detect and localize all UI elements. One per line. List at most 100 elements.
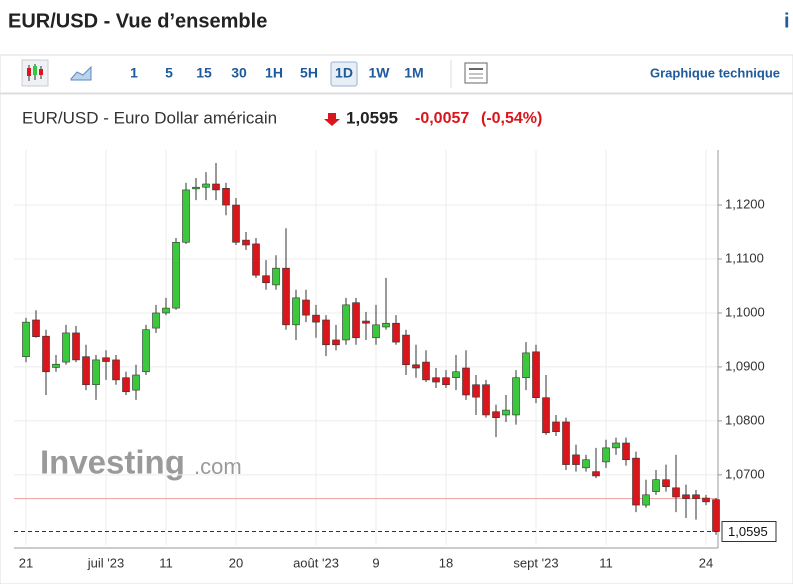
interval-button[interactable]: 1D	[335, 65, 353, 81]
candle-body	[392, 322, 400, 343]
candle-body	[362, 320, 370, 324]
candle-body	[332, 339, 340, 346]
candle-body	[492, 411, 500, 418]
candle-body	[232, 204, 240, 243]
down-arrow	[324, 113, 340, 126]
instrument-name: EUR/USD - Euro Dollar américain	[22, 108, 277, 127]
candle-body	[512, 377, 520, 416]
price-change-pct: (-0,54%)	[481, 110, 542, 127]
candle-body	[662, 479, 670, 488]
candle-body	[632, 457, 640, 506]
x-tick-label: sept '23	[513, 555, 558, 570]
candle-body	[482, 384, 490, 416]
candle-body	[472, 384, 480, 398]
candle-body	[102, 357, 110, 362]
x-tick-label: 24	[699, 555, 713, 570]
candle-body	[42, 335, 50, 373]
x-tick-label: 18	[439, 555, 453, 570]
interval-button[interactable]: 15	[196, 65, 212, 81]
candle-body	[192, 186, 200, 190]
candle-body	[522, 352, 530, 379]
candle-body	[592, 471, 600, 477]
candle-body	[92, 359, 100, 386]
icon-body	[27, 68, 31, 76]
candle-body	[312, 314, 320, 323]
candle-body	[452, 371, 460, 379]
candle-body	[702, 497, 710, 503]
icon-frame	[464, 62, 488, 84]
y-tick-label: 1,1000	[725, 304, 765, 319]
x-tick-label: 9	[372, 555, 379, 570]
y-tick-label: 1,0800	[725, 412, 765, 427]
candle-body	[672, 487, 680, 498]
candle-body	[542, 397, 550, 434]
candle-body	[532, 351, 540, 398]
candle-body	[322, 319, 330, 346]
candle-body	[432, 377, 440, 383]
candle-body	[622, 442, 630, 461]
interval-button[interactable]: 1H	[265, 65, 283, 81]
candle-body	[412, 364, 420, 369]
candle-body	[552, 421, 560, 432]
table-icon[interactable]	[464, 62, 488, 84]
active-interval	[330, 61, 358, 87]
plot: 1,0700 1,0800 1,0900 1,1000 1,1100 1,1200 21 ju…	[14, 150, 777, 570]
candle-body	[682, 494, 690, 499]
technical-chart-link[interactable]: Graphique technique	[650, 65, 780, 80]
candle-body	[222, 188, 230, 206]
y-tick-label: 1,1200	[725, 196, 765, 211]
candle-body	[182, 189, 190, 243]
candle-body	[172, 241, 180, 309]
icon-body	[39, 69, 43, 75]
candle-icon[interactable]	[21, 59, 49, 87]
candle-body	[152, 312, 160, 329]
candle-body	[442, 377, 450, 386]
candle-body	[342, 304, 350, 341]
candle-body	[162, 307, 170, 314]
candle-body	[582, 459, 590, 469]
last-price-box	[721, 521, 777, 543]
info-icon[interactable]: i	[784, 10, 790, 32]
y-tick-label: 1,1100	[725, 250, 764, 265]
interval-button[interactable]: 5H	[300, 65, 318, 81]
y-tick-label: 1,0700	[725, 466, 765, 481]
y-tick-label: 1,0900	[725, 358, 765, 373]
candle-body	[612, 442, 620, 449]
candle-body	[282, 267, 290, 326]
toolbar	[0, 54, 793, 94]
last-price: 1,0595	[346, 108, 398, 127]
candle-body	[252, 243, 260, 276]
area-icon[interactable]	[70, 65, 92, 81]
last-price-label: 1,0595	[728, 524, 768, 539]
candle-body	[112, 359, 120, 381]
x-tick-label: août '23	[293, 555, 339, 570]
candle-body	[202, 183, 210, 188]
candle-body	[32, 319, 40, 338]
candle-body	[372, 324, 380, 339]
candle-body	[122, 377, 130, 393]
candle-body	[62, 332, 70, 363]
candle-body	[272, 267, 280, 286]
candle-body	[242, 239, 250, 246]
candle-body	[142, 329, 150, 373]
x-tick-label: 11	[159, 555, 173, 570]
page-title: EUR/USD - Vue d’ensemble	[8, 10, 267, 32]
interval-button[interactable]: 1M	[404, 65, 423, 81]
candle-body	[562, 421, 570, 465]
candle-body	[302, 299, 310, 316]
candle-body	[82, 356, 90, 386]
interval-button[interactable]: 5	[165, 65, 173, 81]
candle-body	[422, 361, 430, 381]
interval-button[interactable]: 1	[130, 65, 138, 81]
candle-body	[292, 297, 300, 326]
interval-button[interactable]: 30	[231, 65, 247, 81]
candle-body	[642, 494, 650, 506]
candle-body	[382, 322, 390, 328]
candle-body	[352, 302, 360, 339]
candle-body	[652, 479, 660, 492]
interval-button[interactable]: 1W	[369, 65, 391, 81]
price-change: -0,0057	[415, 110, 469, 127]
candle-body	[212, 183, 220, 191]
